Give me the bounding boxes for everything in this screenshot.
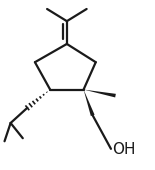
Polygon shape (84, 90, 95, 116)
Polygon shape (84, 90, 116, 97)
Text: OH: OH (113, 142, 136, 157)
